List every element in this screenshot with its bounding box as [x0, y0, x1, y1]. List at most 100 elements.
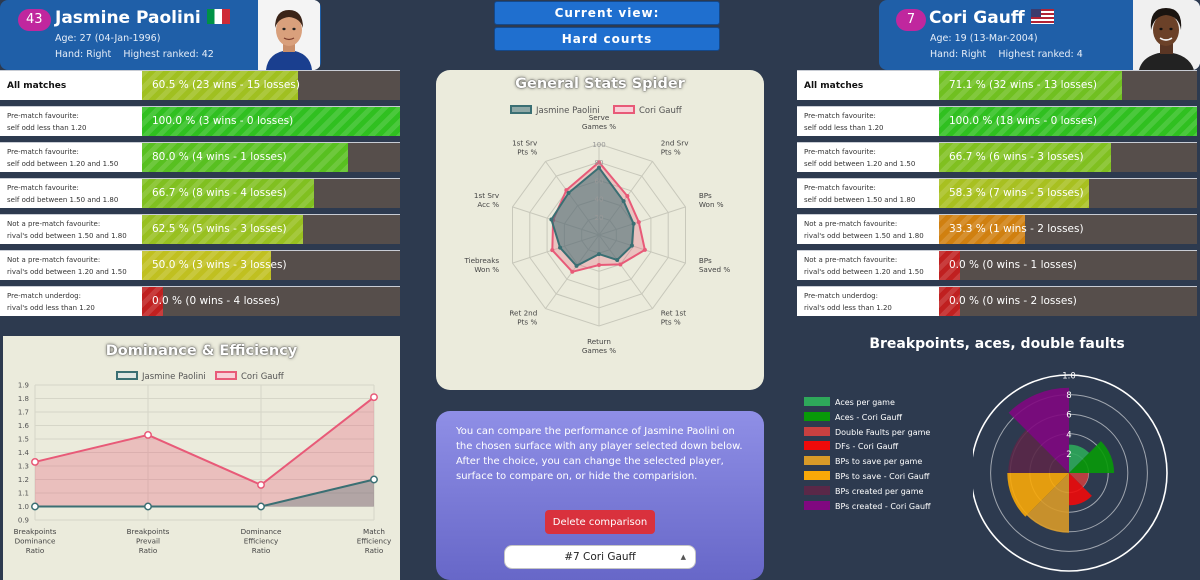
polar-segment[interactable]: [1007, 473, 1069, 517]
surface-selector-button[interactable]: Hard courts: [494, 27, 720, 51]
polar-segment[interactable]: [1008, 430, 1069, 473]
player1-details: Hand: Right Highest ranked: 42: [55, 49, 214, 60]
radar-point[interactable]: [642, 247, 647, 252]
stat-label-line2: self odd between 1.20 and 1.50: [804, 160, 916, 168]
radar-point[interactable]: [597, 263, 601, 268]
stat-row: Not a pre-match favourite: rival's odd be…: [797, 250, 1197, 280]
polar-segment[interactable]: [1069, 473, 1092, 506]
polar-segment[interactable]: [1069, 444, 1090, 473]
player2-photo: [1133, 0, 1200, 70]
stat-bar-fill: [939, 215, 1025, 244]
line-point[interactable]: [144, 502, 152, 511]
radar-point[interactable]: [597, 165, 601, 170]
polar-segment[interactable]: [1069, 473, 1089, 487]
stat-label-line1: Pre-match favourite:: [7, 184, 79, 192]
radar-point[interactable]: [558, 245, 563, 250]
legend-swatch: [215, 371, 237, 380]
radar-point[interactable]: [636, 220, 641, 225]
radar-point[interactable]: [570, 269, 575, 274]
polar-legend-label: Aces per game: [835, 398, 895, 407]
stat-label-line1: Pre-match favourite:: [7, 148, 79, 156]
stat-label: Pre-match favourite: self odd between 1.5…: [797, 179, 937, 208]
stat-row: All matches 71.1 % (32 wins - 13 losses): [797, 70, 1197, 100]
radar-legend-player2[interactable]: Cori Gauff: [613, 105, 682, 116]
polar-legend-item[interactable]: BPs created - Cori Gauff: [804, 500, 931, 511]
line-point[interactable]: [370, 393, 378, 402]
stat-row: Pre-match favourite: self odd between 1.2…: [797, 142, 1197, 172]
legend-swatch: [804, 471, 830, 480]
stat-bar-track: 66.7 % (8 wins - 4 losses): [142, 179, 400, 208]
radar-title: General Stats Spider: [515, 76, 685, 92]
stat-label-line2: rival's odd between 1.20 and 1.50: [7, 268, 127, 276]
polar-legend-label: BPs to save - Cori Gauff: [835, 472, 930, 481]
radar-point[interactable]: [625, 193, 630, 198]
stat-value: 66.7 % (6 wins - 3 losses): [949, 151, 1084, 163]
line-point[interactable]: [257, 480, 265, 489]
polar-legend-item[interactable]: Aces - Cori Gauff: [804, 411, 902, 422]
radar-point[interactable]: [574, 263, 579, 268]
stat-label-line1: Not a pre-match favourite:: [7, 256, 101, 264]
stat-row: Pre-match underdog: rival's odd less than…: [797, 286, 1197, 316]
radar-point[interactable]: [597, 160, 601, 165]
radar-point[interactable]: [618, 262, 623, 267]
line-point[interactable]: [257, 502, 265, 511]
stat-value: 33.3 % (1 wins - 2 losses): [949, 223, 1084, 235]
polar-segment[interactable]: [1008, 387, 1069, 473]
caret-up-icon: ▲: [680, 553, 686, 561]
line-legend-player1[interactable]: Jasmine Paolini: [116, 371, 206, 382]
line-point[interactable]: [370, 475, 378, 484]
polar-legend-item[interactable]: BPs created per game: [804, 485, 924, 496]
polar-legend-item[interactable]: Double Faults per game: [804, 426, 930, 437]
radar-axis-label: BPs Won %: [699, 191, 724, 209]
line-point[interactable]: [31, 502, 39, 511]
player-select[interactable]: #7 Cori Gauff ▲: [504, 545, 696, 569]
polar-segment[interactable]: [1026, 473, 1069, 533]
line-legend-player2[interactable]: Cori Gauff: [215, 371, 284, 382]
line-ytick-label: 1.1: [18, 490, 29, 498]
stat-bar-track: 80.0 % (4 wins - 1 losses): [142, 143, 400, 172]
radar-axis-label: Ret 1st Pts %: [661, 308, 687, 326]
polar-legend-label: BPs created per game: [835, 486, 924, 496]
line-ytick-label: 1.9: [18, 382, 29, 390]
stat-bar-fill: [939, 251, 960, 280]
italy-flag-icon: [206, 9, 230, 24]
radar-legend-player1[interactable]: Jasmine Paolini: [510, 105, 600, 116]
radar-tick-label: 60: [595, 177, 604, 185]
polar-legend-item[interactable]: DFs - Cori Gauff: [804, 441, 898, 451]
polar-legend-item[interactable]: Aces per game: [804, 397, 895, 407]
stat-bar-fill: [142, 107, 400, 136]
stat-bar-fill: [142, 287, 163, 316]
stat-value: 66.7 % (8 wins - 4 losses): [152, 187, 287, 199]
stat-bar-fill: [939, 107, 1197, 136]
line-point[interactable]: [144, 431, 152, 439]
radar-point[interactable]: [615, 258, 620, 263]
stat-label-line1: All matches: [7, 81, 67, 91]
stat-bar-fill: [939, 179, 1090, 208]
radar-point[interactable]: [564, 188, 569, 193]
legend-swatch: [804, 441, 830, 451]
polar-tick-label: 4: [1066, 430, 1071, 440]
stat-label-line2: rival's odd between 1.20 and 1.50: [804, 268, 924, 276]
stat-label-line1: All matches: [804, 81, 864, 91]
polar-legend-item[interactable]: BPs to save per game: [804, 456, 922, 466]
player2-name: Cori Gauff: [929, 8, 1054, 28]
radar-point[interactable]: [629, 243, 634, 248]
polar-legend-item[interactable]: BPs to save - Cori Gauff: [804, 471, 929, 481]
radar-point[interactable]: [566, 191, 571, 196]
delete-comparison-button[interactable]: Delete comparison: [545, 510, 655, 534]
current-view-label: Current view:: [494, 1, 720, 25]
radar-point[interactable]: [549, 217, 554, 222]
player2-stats-table: All matches 71.1 % (32 wins - 13 losses) P…: [797, 70, 1197, 316]
radar-point[interactable]: [621, 199, 626, 204]
radar-axis-label: Return Games %: [582, 337, 616, 355]
line-ytick-label: 1.2: [18, 476, 29, 484]
line-ytick-label: 0.9: [18, 517, 29, 525]
polar-segment[interactable]: [1069, 441, 1115, 473]
radar-point[interactable]: [597, 252, 601, 257]
stat-label: Pre-match favourite: self odd between 1.2…: [797, 143, 937, 172]
line-point[interactable]: [31, 458, 39, 466]
radar-point[interactable]: [550, 248, 555, 253]
stat-value: 58.3 % (7 wins - 5 losses): [949, 187, 1084, 199]
radar-point[interactable]: [631, 221, 636, 226]
stat-label: All matches: [0, 71, 140, 100]
